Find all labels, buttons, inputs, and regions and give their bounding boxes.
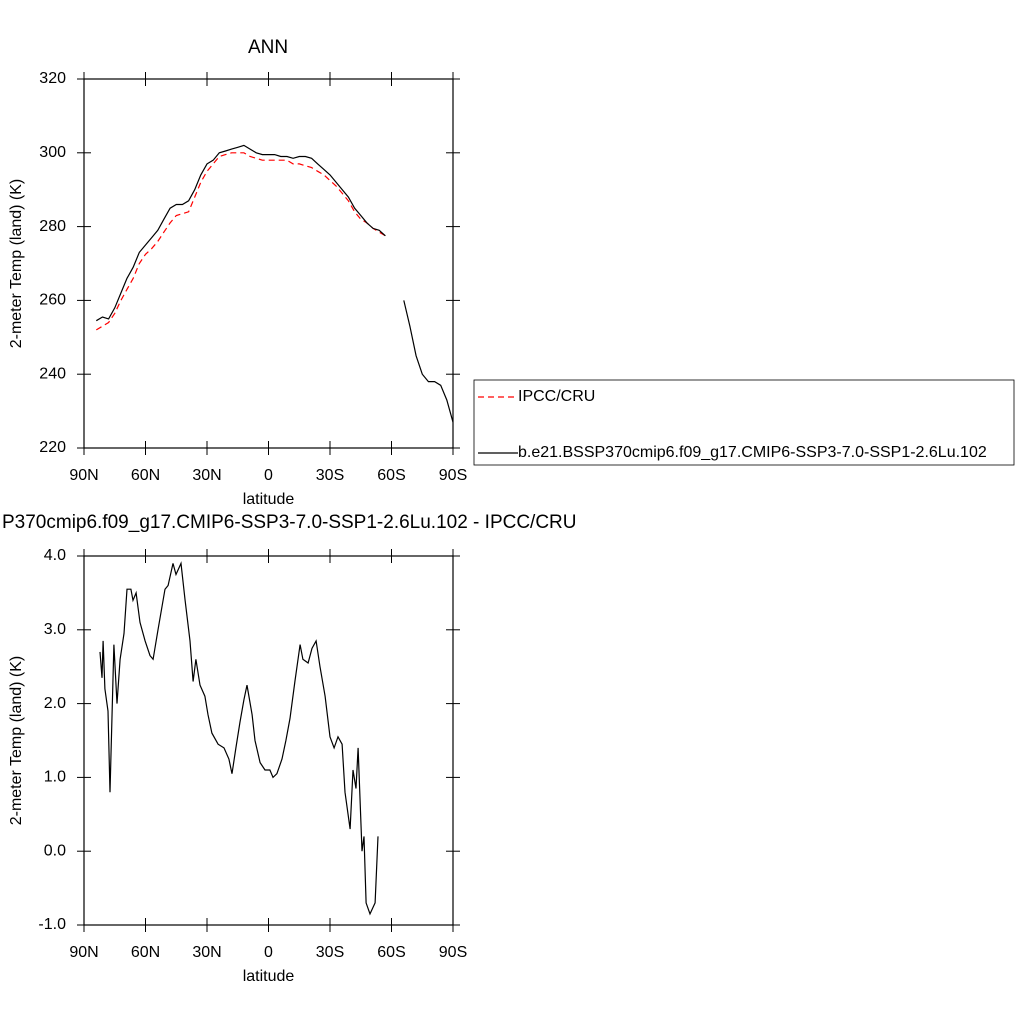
x-tick-label: 0	[264, 944, 273, 961]
x-tick-label: 90N	[69, 944, 98, 961]
x-tick-label: 60S	[377, 467, 405, 484]
x-tick-label: 30S	[316, 944, 344, 961]
plot-frame	[83, 78, 454, 449]
chart-title: ANN	[248, 37, 288, 58]
y-tick-label: 4.0	[44, 547, 66, 564]
legend-label: b.e21.BSSP370cmip6.f09_g17.CMIP6-SSP3-7.…	[518, 444, 987, 461]
x-tick-label: 30N	[192, 944, 221, 961]
data-line	[95, 152, 386, 331]
x-tick-label: 30N	[192, 467, 221, 484]
y-tick-label: 280	[39, 218, 66, 235]
y-tick-label: 320	[39, 70, 66, 87]
y-tick-label: 3.0	[44, 621, 66, 638]
x-tick-label: 60N	[131, 467, 160, 484]
plot-frame	[83, 555, 454, 926]
x-axis-label: latitude	[243, 968, 295, 985]
x-tick-label: 0	[264, 467, 273, 484]
x-tick-label: 60S	[377, 944, 405, 961]
x-tick-label: 90S	[439, 944, 467, 961]
x-axis-label: latitude	[243, 491, 295, 508]
data-line	[99, 561, 379, 916]
data-line	[95, 144, 454, 423]
y-tick-label: 220	[39, 439, 66, 456]
x-tick-label: 30S	[316, 467, 344, 484]
y-tick-label: -1.0	[38, 916, 66, 933]
x-tick-label: 90S	[439, 467, 467, 484]
legend-box	[473, 379, 1015, 466]
y-tick-label: 1.0	[44, 769, 66, 786]
y-tick-label: 0.0	[44, 842, 66, 859]
x-tick-label: 60N	[131, 944, 160, 961]
y-tick-label: 260	[39, 292, 66, 309]
y-tick-label: 2.0	[44, 695, 66, 712]
y-axis-label: 2-meter Temp (land) (K)	[8, 179, 25, 349]
chart-title: P370cmip6.f09_g17.CMIP6-SSP3-7.0-SSP1-2.…	[2, 512, 577, 533]
y-tick-label: 300	[39, 144, 66, 161]
x-tick-label: 90N	[69, 467, 98, 484]
y-axis-label: 2-meter Temp (land) (K)	[8, 656, 25, 826]
y-tick-label: 240	[39, 365, 66, 382]
legend-label: IPCC/CRU	[518, 388, 595, 405]
